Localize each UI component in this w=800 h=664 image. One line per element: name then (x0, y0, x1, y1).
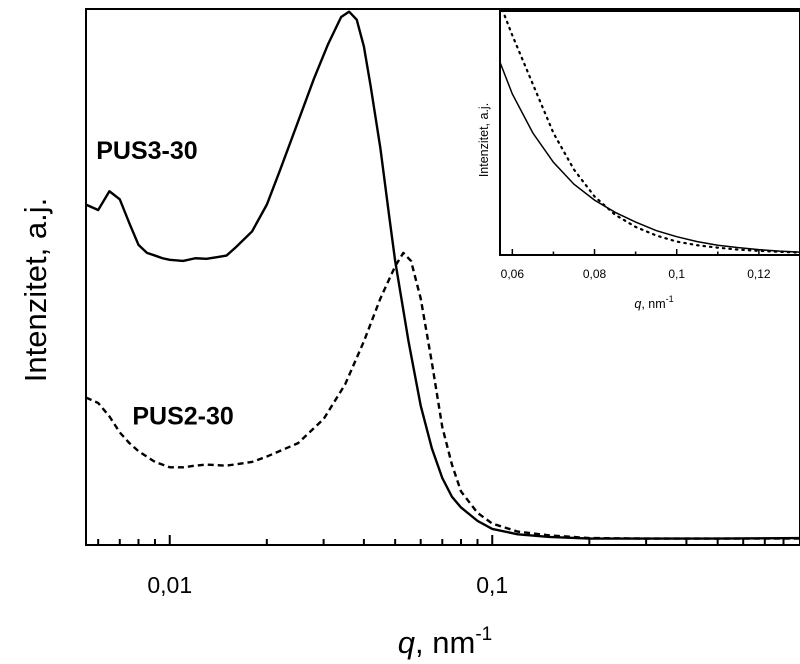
inset-x-axis-title-symbol: q (634, 297, 641, 311)
x-tick-label-1: 0,1 (476, 572, 508, 598)
inset-x-tick-label-1: 0,08 (583, 267, 607, 281)
x-axis-title-unit: , nm (415, 625, 475, 660)
inset-plot-area (499, 10, 800, 256)
inset-x-tick-label-3: 0,12 (747, 267, 771, 281)
x-axis-title-symbol: q (398, 625, 416, 660)
main-x-tick-labels: 0,01 0,1 (147, 572, 508, 598)
inset-series-line-1 (500, 61, 800, 253)
inset-y-axis-title: Intenzitet, a.j. (477, 103, 491, 177)
inset-x-tick-label-2: 0,1 (668, 267, 685, 281)
inset-x-tick-labels: 0,06 0,08 0,1 0,12 (501, 267, 771, 281)
inset-x-tick-label-0: 0,06 (501, 267, 525, 281)
annotation-pus3-30: PUS3-30 (96, 137, 197, 165)
inset-x-axis-title-exponent: -1 (666, 294, 674, 304)
x-tick-label-0: 0,01 (147, 572, 192, 598)
inset-x-ticks (511, 249, 800, 255)
x-axis-title: q, nm-1 (398, 624, 492, 660)
inset-x-axis-title: q, nm-1 (634, 294, 673, 311)
series-line-pus3-30 (86, 10, 800, 540)
x-axis-title-exponent: -1 (475, 624, 492, 645)
annotation-pus2-30: PUS2-30 (132, 402, 233, 430)
series-line-pus2-30 (86, 251, 800, 540)
inset-series-group (500, 11, 800, 254)
inset-series-line-2 (501, 11, 800, 254)
main-series-group (86, 10, 800, 540)
inset-x-axis-title-unit: , nm (641, 297, 665, 311)
main-x-ticks (97, 535, 800, 545)
y-axis-title: Intenzitet, a.j. (18, 198, 53, 382)
